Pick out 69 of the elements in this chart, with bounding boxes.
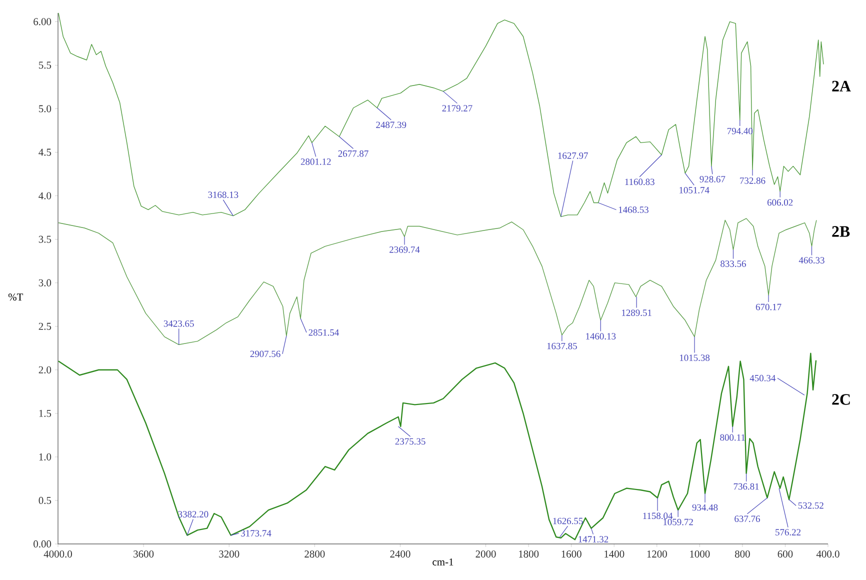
y-axis-title: %T: [8, 294, 24, 301]
x-tick-label: 3200: [219, 550, 240, 558]
annotation: 3382.20: [178, 511, 208, 518]
x-tick-label: 2400: [390, 550, 410, 558]
annotation: 2179.27: [442, 105, 472, 112]
annotation: 3168.13: [208, 192, 238, 198]
series-label: 2C: [832, 394, 850, 405]
annotation: 1637.85: [547, 342, 577, 350]
y-tick-label: 3.0: [38, 279, 52, 286]
series-label: 2B: [832, 226, 850, 237]
annotation: 1015.38: [680, 354, 710, 362]
annotation: 2369.74: [390, 246, 420, 253]
y-tick-label: 0.00: [34, 540, 52, 548]
y-tick-label: 3.5: [38, 236, 52, 243]
annotation: 2375.35: [395, 438, 426, 445]
y-tick-label: 1.0: [39, 453, 52, 460]
series-label: 2A: [832, 80, 851, 92]
annotation: 3423.65: [164, 320, 194, 327]
annotation: 732.86: [740, 177, 766, 184]
annotation: 1626.55: [553, 518, 583, 524]
annotation: 2907.56: [250, 350, 280, 358]
x-tick-label: 4000.0: [44, 550, 72, 558]
x-tick-label: 400.0: [816, 550, 840, 558]
annotation: 670.17: [756, 304, 782, 310]
annotation: 1471.32: [578, 536, 608, 543]
y-tick-label: 4.5: [38, 148, 52, 156]
annotation: 934.48: [692, 504, 718, 511]
y-tick-label: 6.00: [34, 18, 52, 26]
annotation: 532.52: [798, 502, 824, 509]
x-tick-label: 600: [778, 550, 793, 558]
y-tick-label: 0.5: [38, 496, 52, 504]
annotation: 2801.12: [300, 158, 331, 165]
annotation: 2677.87: [338, 150, 368, 157]
x-axis-title: cm-1: [432, 558, 454, 566]
x-tick-label: 1000: [690, 550, 710, 558]
x-tick-label: 3600: [134, 550, 154, 558]
annotation: 2487.39: [376, 122, 406, 128]
annotation: 2851.54: [308, 329, 339, 336]
annotation: 1059.72: [664, 518, 693, 526]
annotation: 637.76: [734, 516, 760, 522]
y-tick-label: 5.0: [39, 105, 52, 112]
y-tick-label: 4.0: [38, 192, 52, 200]
annotation: 1627.97: [558, 152, 588, 159]
annotation: 1468.53: [618, 206, 648, 213]
annotation: 1160.83: [625, 178, 654, 186]
x-tick-label: 1600: [562, 550, 582, 558]
annotation: 466.33: [798, 257, 824, 264]
x-tick-label: 2000: [476, 550, 496, 558]
y-tick-label: 2.0: [38, 366, 52, 374]
x-tick-label: 2800: [304, 550, 325, 558]
annotation: 928.67: [700, 176, 726, 182]
line-series: [58, 12, 824, 218]
x-tick-label: 1800: [519, 550, 539, 558]
x-tick-label: 1200: [647, 550, 667, 558]
annotation: 1051.74: [680, 186, 710, 194]
annotation: 450.34: [750, 374, 776, 382]
annotation: 606.02: [767, 199, 793, 206]
annotation: 833.56: [720, 260, 746, 267]
y-tick-label: 1.5: [39, 410, 52, 417]
x-tick-label: 1400: [604, 550, 624, 558]
annotation: 3173.74: [241, 530, 272, 536]
annotation: 1460.13: [586, 333, 616, 340]
annotation: 1158.04: [643, 512, 673, 520]
y-tick-label: 2.5: [38, 322, 52, 330]
annotation: 736.81: [734, 483, 759, 490]
annotation: 576.22: [776, 529, 801, 536]
annotation: 1289.51: [622, 310, 652, 316]
y-tick-label: 5.5: [39, 62, 52, 69]
x-tick-label: 800: [734, 550, 750, 558]
